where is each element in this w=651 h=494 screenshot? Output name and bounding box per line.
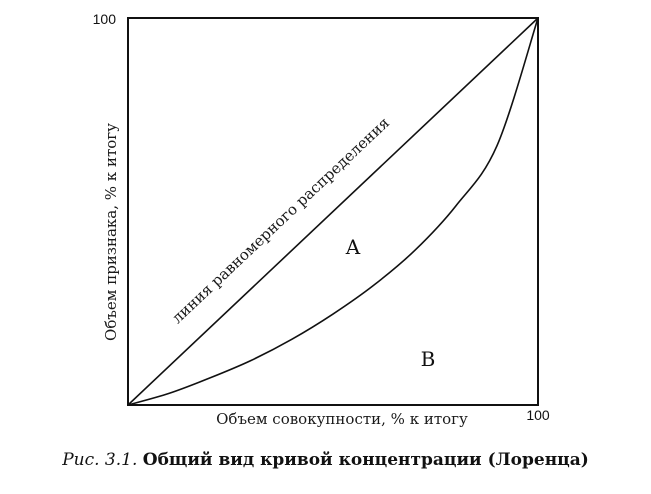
equality-line [127, 17, 539, 406]
plot-frame [127, 17, 539, 406]
figure-number: Рис. 3.1. [62, 450, 138, 470]
region-a-label: A [345, 235, 361, 259]
y-axis-label: Объем признака, % к итогу [102, 123, 120, 341]
x-tick-label-max: 100 [526, 407, 550, 423]
region-b-label: B [421, 347, 436, 371]
lorenz-curve [127, 17, 539, 406]
figure-title: Общий вид кривой концентрации (Лоренца) [142, 450, 589, 470]
y-tick-label-max: 100 [93, 11, 117, 27]
series-layer [127, 17, 539, 406]
figure-caption: Рис. 3.1. Общий вид кривой концентрации … [0, 450, 651, 470]
lorenz-chart: 100 100 Объем совокупности, % к итогу Об… [93, 11, 550, 428]
x-axis-label: Объем совокупности, % к итогу [216, 410, 468, 428]
